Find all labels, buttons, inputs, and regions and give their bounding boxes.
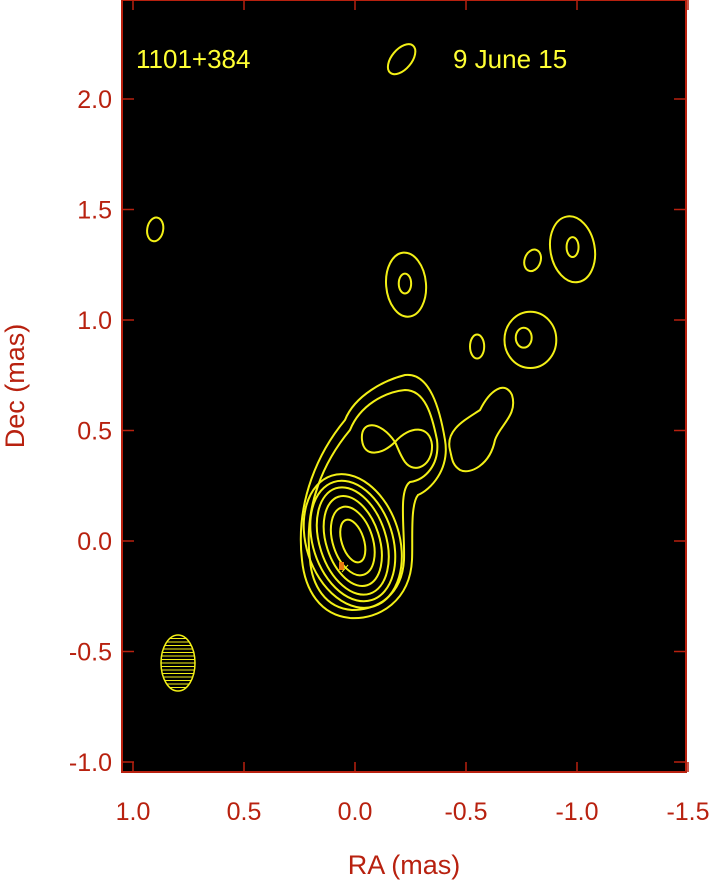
x-tick-label: 0.0 <box>338 798 373 826</box>
axis-ticks <box>122 0 689 772</box>
plot-area <box>121 0 687 773</box>
y-tick-label: 1.5 <box>77 197 112 225</box>
x-tick-label: -1.0 <box>555 798 598 826</box>
component-contour <box>503 310 558 370</box>
y-tick-label: -0.5 <box>69 639 112 667</box>
x-tick-labels: 1.0 0.5 0.0 -0.5 -1.0 -1.5 <box>116 798 710 826</box>
component-contour <box>523 248 542 273</box>
component-contour <box>146 216 165 243</box>
y-tick-label: 0.5 <box>77 418 112 446</box>
core-contour <box>315 486 390 596</box>
core-peak-marker <box>339 562 349 573</box>
beam-ellipse <box>160 634 196 692</box>
contour-jet-blob <box>448 386 515 473</box>
core-contour <box>322 495 383 587</box>
core-contour <box>309 479 397 603</box>
component-contour <box>469 333 486 360</box>
y-tick-labels: 2.0 1.5 1.0 0.5 0.0 -0.5 -1.0 <box>69 86 112 777</box>
y-axis-title: Dec (mas) <box>0 324 30 449</box>
component-contour <box>386 43 417 76</box>
core-contour <box>302 473 403 609</box>
contour-outer <box>299 373 447 620</box>
x-tick-label: 1.0 <box>116 798 151 826</box>
component-contour <box>565 236 580 259</box>
x-tick-label: -1.5 <box>666 798 709 826</box>
component-contour <box>397 272 413 295</box>
source-label: 1101+384 <box>136 44 250 74</box>
component-contour <box>548 215 597 284</box>
contour-figure-eight <box>360 424 434 469</box>
component-contour <box>514 326 533 349</box>
x-axis-title: RA (mas) <box>348 850 461 880</box>
date-label: 9 June 15 <box>453 44 567 74</box>
y-tick-label: -1.0 <box>69 749 112 777</box>
core-contour <box>329 505 376 577</box>
component-contour <box>385 251 428 318</box>
y-tick-label: 1.0 <box>77 307 112 335</box>
x-tick-label: 0.5 <box>227 798 262 826</box>
contours <box>146 43 597 620</box>
core-contour <box>339 518 367 564</box>
x-tick-label: -0.5 <box>444 798 487 826</box>
y-tick-label: 0.0 <box>77 528 112 556</box>
y-tick-label: 2.0 <box>77 86 112 114</box>
